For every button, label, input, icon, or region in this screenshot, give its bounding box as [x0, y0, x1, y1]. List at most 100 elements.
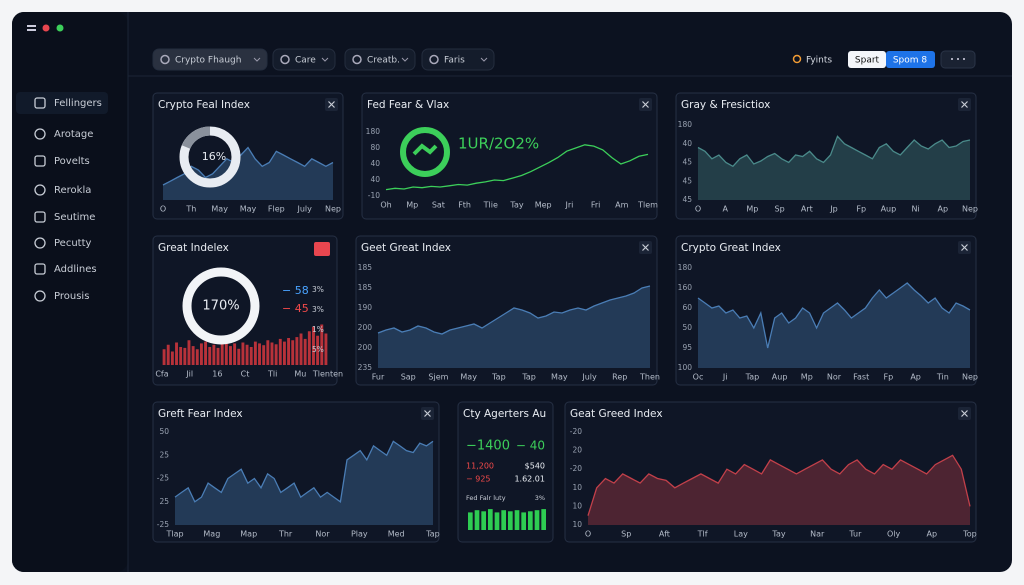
- panel-title: Geet Great Index: [361, 242, 451, 254]
- x-tick-label: Nar: [810, 530, 825, 539]
- bar: [474, 510, 480, 530]
- bar: [233, 343, 237, 365]
- area: [698, 136, 970, 200]
- x-tick-label: Nor: [827, 373, 842, 382]
- window-max[interactable]: [56, 24, 64, 32]
- y-tick-label: 180: [678, 263, 693, 272]
- tab-caret: [253, 57, 261, 62]
- menu-icon[interactable]: [27, 29, 36, 31]
- stat: 3%: [535, 494, 545, 502]
- tab-icon: [280, 54, 290, 65]
- y-tick-label: 200: [358, 323, 373, 332]
- bar: [316, 335, 320, 365]
- x-tick-label: Tlap: [165, 530, 183, 539]
- link-label: Fyints: [806, 56, 832, 66]
- bar: [270, 342, 274, 365]
- x-tick-label: Th: [185, 205, 196, 214]
- bar: [508, 511, 513, 530]
- panel: [564, 401, 977, 543]
- bar: [287, 338, 291, 365]
- close-icon: [961, 244, 968, 251]
- close-icon: [642, 101, 649, 108]
- toolbar-tab[interactable]: [344, 48, 416, 71]
- menu-icon[interactable]: [27, 25, 36, 27]
- nav-icon: [34, 128, 46, 140]
- area: [378, 286, 650, 368]
- panel-title: Gray & Fresictiox: [681, 99, 770, 111]
- nav-icon: [34, 184, 46, 196]
- line: [697, 282, 971, 349]
- y-tick-label: 25: [159, 450, 169, 459]
- alert-button[interactable]: [314, 242, 330, 256]
- toggle-on[interactable]: [886, 51, 935, 68]
- nav-item: Prousis: [54, 291, 89, 302]
- close-icon: [424, 410, 431, 417]
- x-tick-label: Flep: [268, 205, 285, 214]
- line: [587, 454, 971, 516]
- y-tick-label: 185: [358, 263, 373, 272]
- bar: [541, 509, 546, 530]
- x-tick-label: Am: [615, 201, 628, 210]
- y-tick-label: 80: [370, 143, 380, 152]
- x-tick-label: Sp: [621, 530, 631, 539]
- y-tick-label: 10: [572, 483, 582, 492]
- y-tick-label: 10: [572, 520, 582, 529]
- tab-caret: [480, 57, 488, 62]
- area: [175, 441, 433, 525]
- toolbar-tab[interactable]: [152, 48, 268, 71]
- x-tick-label: Mep: [535, 201, 552, 210]
- nav-icon: [34, 97, 46, 109]
- nav-item: Arotage: [54, 129, 93, 140]
- stat: −1400: [466, 439, 510, 454]
- x-tick-label: Tur: [848, 530, 862, 539]
- link-icon: [792, 54, 802, 64]
- x-tick-label: Tlf: [697, 530, 708, 539]
- line: [377, 285, 651, 335]
- bar: [528, 511, 533, 530]
- nav-item: Seutime: [54, 212, 95, 223]
- stat: 1.62.01: [514, 475, 545, 484]
- y-tick-label: 20: [572, 446, 582, 455]
- donut-arc: [181, 126, 211, 150]
- y-tick-label: -20: [570, 464, 582, 473]
- x-tick-label: Mag: [203, 530, 220, 539]
- logo-mark: [412, 143, 438, 156]
- y-tick-label: 180: [366, 127, 381, 136]
- bar: [468, 512, 473, 530]
- bar: [299, 333, 303, 365]
- line: [385, 144, 649, 191]
- x-tick-label: Fp: [856, 205, 866, 214]
- close-icon: [642, 244, 649, 251]
- tab-label: Crypto Fhaugh: [175, 56, 241, 66]
- y-tick-label: 190: [358, 303, 373, 312]
- y-tick-label: 40: [682, 139, 692, 148]
- y-tick-label: 180: [678, 120, 693, 129]
- x-tick-label: Oly: [887, 530, 901, 539]
- stat: Fed Falr luty: [466, 494, 506, 502]
- bar: [195, 349, 199, 365]
- y-tick-label: -20: [570, 427, 582, 436]
- tab-caret: [321, 57, 329, 62]
- bar: [282, 341, 286, 365]
- x-tick-label: O: [695, 205, 701, 214]
- bar: [312, 326, 315, 365]
- y-tick-label: 60: [682, 303, 692, 312]
- stat-value: − 45: [282, 302, 309, 315]
- x-tick-label: May: [240, 205, 257, 214]
- bar: [187, 340, 191, 365]
- x-tick-label: A: [722, 205, 728, 214]
- y-tick-label: 40: [370, 159, 380, 168]
- bar: [204, 341, 208, 365]
- panel-title: Great Indelex: [158, 242, 229, 254]
- x-tick-label: Fth: [458, 201, 471, 210]
- x-tick-label: Aft: [659, 530, 670, 539]
- x-tick-label: Mu: [294, 370, 306, 379]
- panel-title: Crypto Feal Index: [158, 99, 250, 111]
- bar: [488, 509, 493, 530]
- toolbar-tab[interactable]: [421, 48, 495, 71]
- window-close[interactable]: [42, 24, 50, 32]
- bar: [224, 340, 228, 365]
- toggle-off[interactable]: [848, 51, 886, 68]
- bar: [274, 344, 278, 365]
- toolbar-tab[interactable]: [272, 48, 336, 71]
